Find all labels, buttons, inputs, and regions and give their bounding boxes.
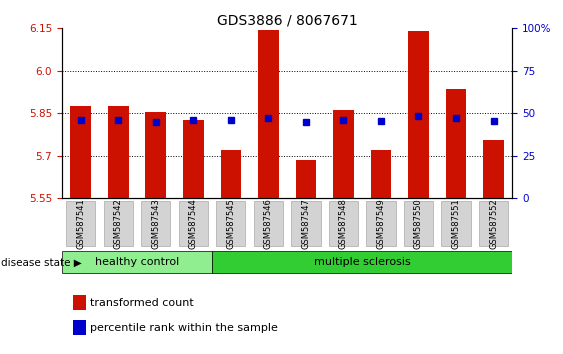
FancyBboxPatch shape bbox=[441, 201, 471, 246]
Text: GSM587542: GSM587542 bbox=[114, 199, 123, 249]
Title: GDS3886 / 8067671: GDS3886 / 8067671 bbox=[217, 13, 358, 27]
Bar bbox=[483, 140, 504, 198]
Bar bbox=[408, 31, 429, 198]
FancyBboxPatch shape bbox=[66, 201, 95, 246]
Text: GSM587552: GSM587552 bbox=[489, 199, 498, 249]
Text: GSM587541: GSM587541 bbox=[76, 199, 85, 249]
Text: GSM587545: GSM587545 bbox=[226, 199, 235, 249]
Bar bbox=[145, 112, 166, 198]
FancyBboxPatch shape bbox=[291, 201, 320, 246]
Bar bbox=[183, 120, 204, 198]
FancyBboxPatch shape bbox=[104, 201, 133, 246]
FancyBboxPatch shape bbox=[62, 251, 212, 273]
Text: GSM587548: GSM587548 bbox=[339, 199, 348, 249]
Text: transformed count: transformed count bbox=[90, 298, 194, 308]
Bar bbox=[108, 106, 128, 198]
Bar bbox=[296, 160, 316, 198]
FancyBboxPatch shape bbox=[254, 201, 283, 246]
FancyBboxPatch shape bbox=[178, 201, 208, 246]
Text: GSM587547: GSM587547 bbox=[301, 199, 310, 249]
Text: multiple sclerosis: multiple sclerosis bbox=[314, 257, 410, 267]
Text: GSM587551: GSM587551 bbox=[452, 199, 461, 249]
Text: GSM587546: GSM587546 bbox=[264, 199, 273, 249]
Bar bbox=[333, 110, 354, 198]
Bar bbox=[221, 150, 241, 198]
Text: GSM587543: GSM587543 bbox=[151, 199, 160, 249]
FancyBboxPatch shape bbox=[404, 201, 433, 246]
Bar bbox=[446, 89, 466, 198]
Text: percentile rank within the sample: percentile rank within the sample bbox=[90, 323, 278, 333]
Text: disease state ▶: disease state ▶ bbox=[1, 257, 82, 267]
Text: GSM587550: GSM587550 bbox=[414, 199, 423, 249]
FancyBboxPatch shape bbox=[479, 201, 508, 246]
FancyBboxPatch shape bbox=[212, 251, 512, 273]
Text: healthy control: healthy control bbox=[95, 257, 179, 267]
FancyBboxPatch shape bbox=[216, 201, 245, 246]
FancyBboxPatch shape bbox=[367, 201, 396, 246]
Text: GSM587549: GSM587549 bbox=[377, 199, 386, 249]
Bar bbox=[370, 150, 391, 198]
Text: GSM587544: GSM587544 bbox=[189, 199, 198, 249]
FancyBboxPatch shape bbox=[141, 201, 171, 246]
FancyBboxPatch shape bbox=[329, 201, 358, 246]
Bar bbox=[258, 30, 279, 198]
Bar bbox=[70, 106, 91, 198]
